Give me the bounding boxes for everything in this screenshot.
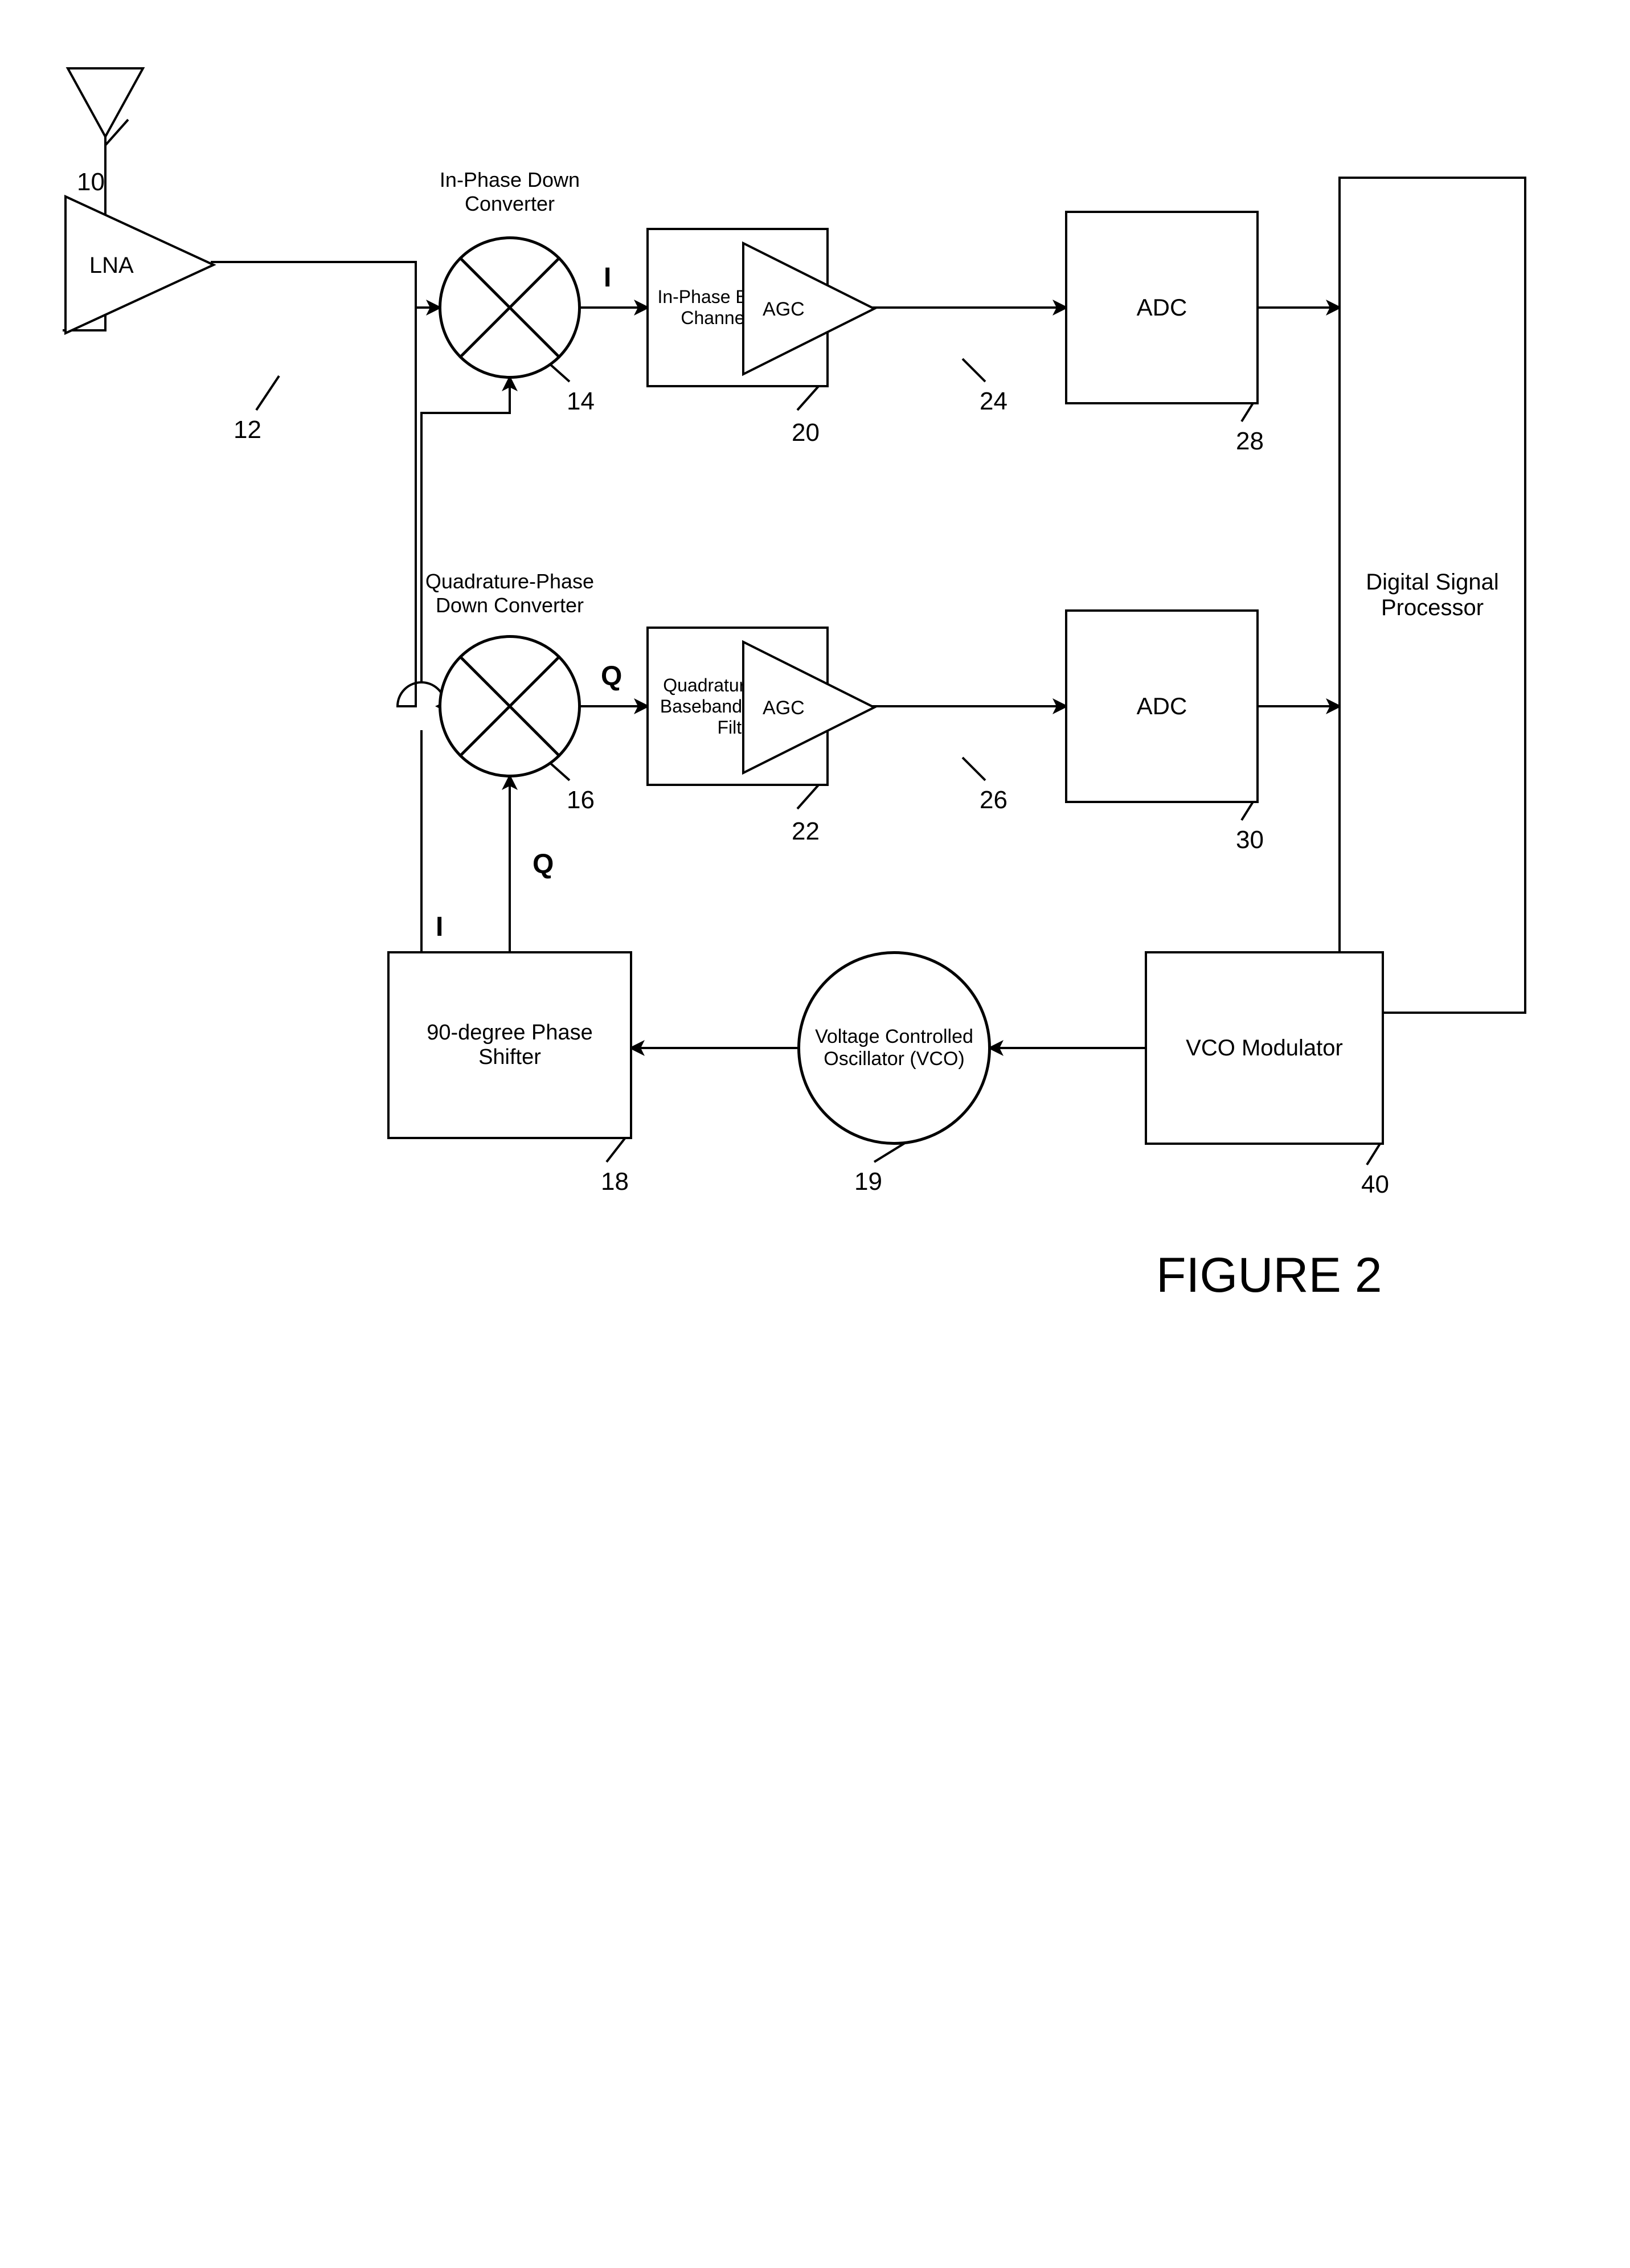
agc-q-block: AGC xyxy=(740,639,877,776)
lna-block: LNA xyxy=(63,194,216,336)
phase-shifter-ref: 18 xyxy=(601,1168,629,1196)
vco-mod-label: VCO Modulator xyxy=(1177,1026,1352,1070)
adc-i-label: ADC xyxy=(1137,294,1187,321)
vco-modulator: VCO Modulator xyxy=(1145,951,1384,1145)
mixer-i-x xyxy=(439,236,581,379)
antenna-ref: 10 xyxy=(77,168,105,196)
mixer-i-ref: 14 xyxy=(567,387,595,416)
phase-shifter-i-label: I xyxy=(436,911,443,943)
svg-text:AGC: AGC xyxy=(763,697,805,719)
agc-i-block: AGC xyxy=(740,240,877,377)
adc-q-label: ADC xyxy=(1137,693,1187,720)
vco-block: Voltage Controlled Oscillator (VCO) xyxy=(797,951,991,1145)
phase-shifter: 90-degree Phase Shifter xyxy=(387,951,632,1139)
vco-label: Voltage Controlled Oscillator (VCO) xyxy=(800,1014,988,1082)
antenna-icon xyxy=(37,68,174,205)
phase-shifter-q-label: Q xyxy=(533,849,554,880)
phase-shifter-label: 90-degree Phase Shifter xyxy=(390,1012,630,1079)
adc-i-ref: 28 xyxy=(1236,427,1264,456)
filter-i-ref: 20 xyxy=(792,419,820,447)
agc-i-ref: 24 xyxy=(980,387,1008,416)
mixer-i-out-label: I xyxy=(604,262,611,293)
dsp-block: Digital Signal Processor xyxy=(1338,177,1526,1014)
adc-q-ref: 30 xyxy=(1236,826,1264,854)
svg-text:LNA: LNA xyxy=(89,253,134,278)
mixer-q-out-label: Q xyxy=(601,661,622,692)
mixer-q-ref: 16 xyxy=(567,786,595,814)
mixer-q-label: Quadrature-Phase Down Converter xyxy=(416,570,604,617)
lna-ref: 12 xyxy=(234,416,261,444)
vco-ref: 19 xyxy=(854,1168,882,1196)
dsp-label: Digital Signal Processor xyxy=(1341,563,1524,628)
mixer-i-label: In-Phase Down Converter xyxy=(416,168,604,216)
svg-text:AGC: AGC xyxy=(763,298,805,320)
figure-label: FIGURE 2 xyxy=(1156,1247,1382,1304)
filter-q-ref: 22 xyxy=(792,817,820,846)
adc-q: ADC xyxy=(1065,609,1259,803)
mixer-q-x xyxy=(439,635,581,777)
adc-i: ADC xyxy=(1065,211,1259,404)
agc-q-ref: 26 xyxy=(980,786,1008,814)
vco-mod-ref: 40 xyxy=(1361,1170,1389,1199)
